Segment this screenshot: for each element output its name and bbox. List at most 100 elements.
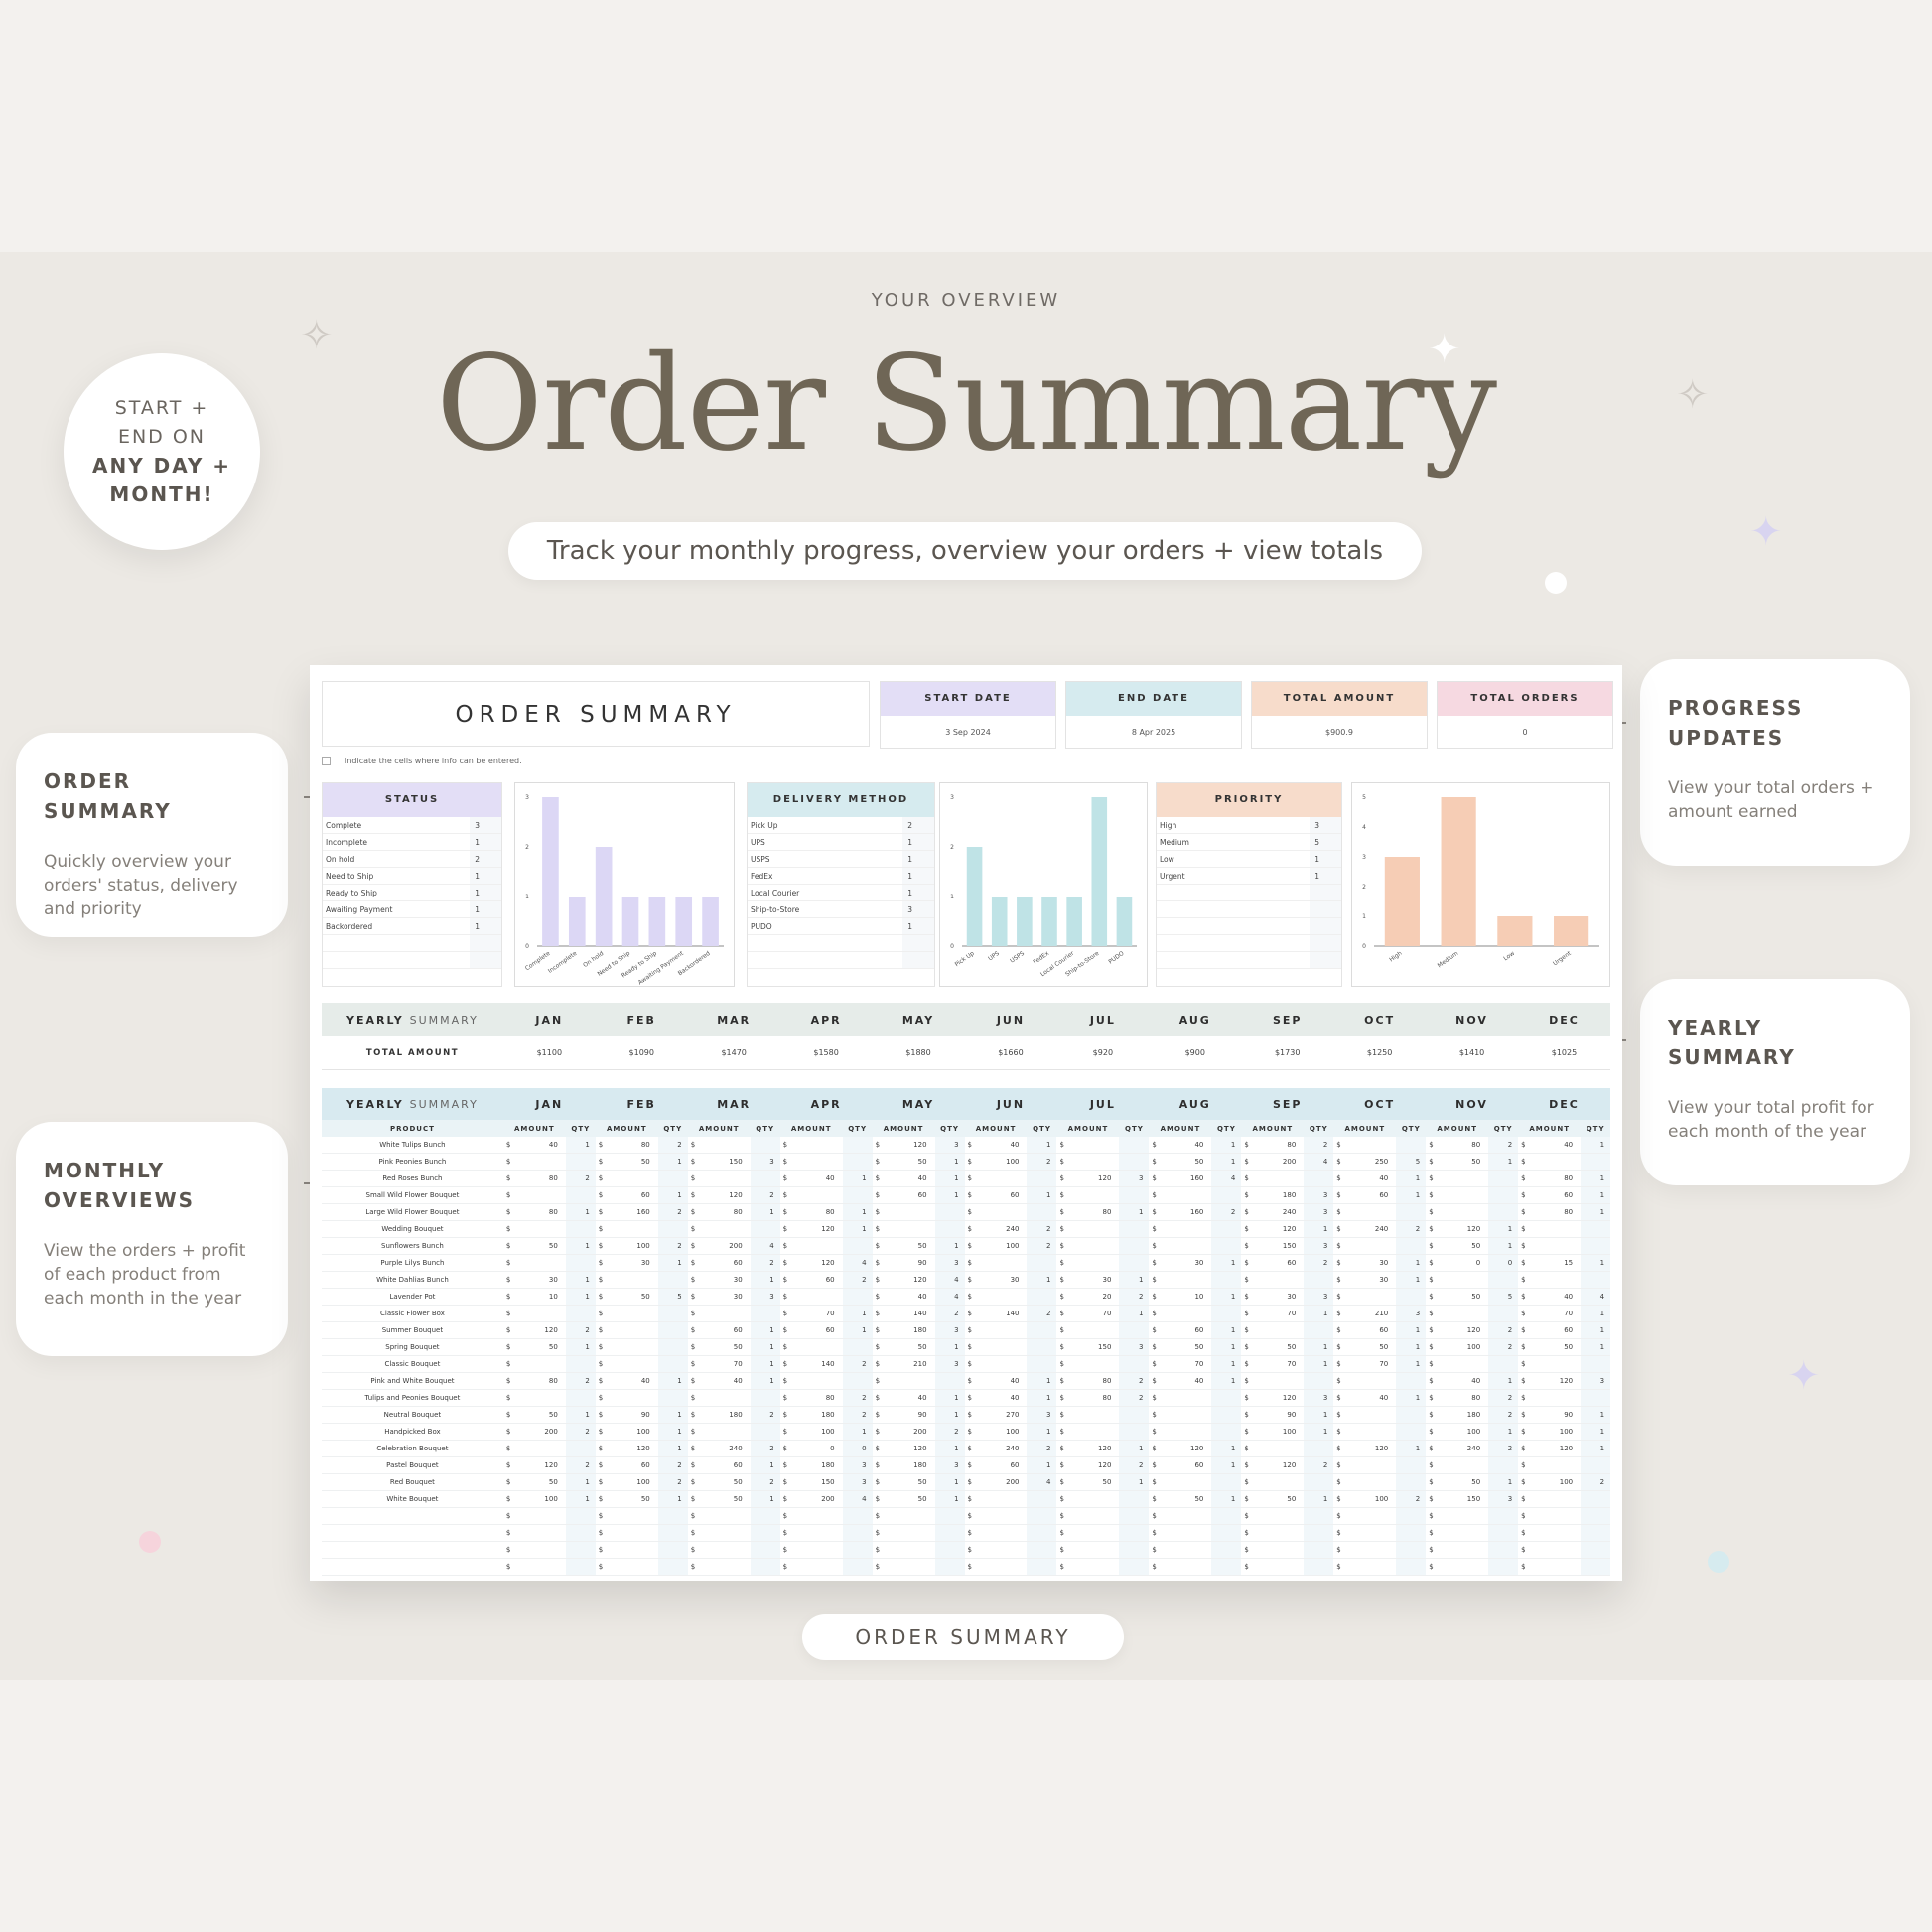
amount-cell: $ xyxy=(1333,1373,1396,1389)
currency-symbol: $ xyxy=(967,1141,972,1149)
amount-cell: $ xyxy=(1426,1356,1488,1372)
bar xyxy=(1554,916,1589,946)
currency-symbol: $ xyxy=(1521,1529,1526,1537)
amount-cell: $50 xyxy=(1149,1154,1211,1170)
amount-value: 80 xyxy=(1471,1141,1481,1149)
qty-cell xyxy=(1581,1238,1611,1254)
currency-symbol: $ xyxy=(875,1563,881,1571)
qty-header: QTY xyxy=(756,1124,775,1133)
currency-symbol: $ xyxy=(1244,1191,1249,1199)
amount-value: 270 xyxy=(1006,1411,1020,1419)
amount-cell: $ xyxy=(503,1154,566,1170)
qty-cell: 2 xyxy=(565,1322,596,1338)
currency-symbol: $ xyxy=(1244,1478,1249,1486)
amount-value: 40 xyxy=(917,1174,927,1182)
panel-row xyxy=(1157,935,1341,952)
qty-cell xyxy=(1211,1187,1242,1203)
callout-title: ORDER SUMMARY xyxy=(44,769,172,823)
x-tick-label: PUDO xyxy=(1107,950,1125,966)
qty-cell: 5 xyxy=(1488,1289,1519,1305)
currency-symbol: $ xyxy=(1521,1310,1526,1317)
currency-symbol: $ xyxy=(1059,1445,1064,1452)
currency-symbol: $ xyxy=(967,1208,972,1216)
kpi-label: TOTAL ORDERS xyxy=(1438,682,1612,716)
amount-value: 180 xyxy=(1282,1191,1297,1199)
currency-symbol: $ xyxy=(598,1158,604,1166)
currency-symbol: $ xyxy=(967,1174,972,1182)
amount-cell: $180 xyxy=(873,1322,935,1338)
amount-cell: $ xyxy=(780,1508,843,1524)
amount-cell: $80 xyxy=(503,1373,566,1389)
month-header: APR xyxy=(810,1097,842,1111)
panel-row-label: Awaiting Payment xyxy=(326,905,393,914)
amount-cell: $ xyxy=(688,1508,751,1524)
qty-cell: 1 xyxy=(934,1187,965,1203)
amount-cell: $80 xyxy=(1426,1390,1488,1406)
table-row: Summer Bouquet $120 2 $ $60 1 $60 1 $180 3 $ $ $60 1 $… xyxy=(322,1322,1611,1339)
qty-cell xyxy=(565,1441,596,1456)
qty-cell xyxy=(1119,1559,1150,1575)
qty-cell xyxy=(657,1525,688,1541)
amount-value: 40 xyxy=(1564,1293,1574,1301)
qty-cell xyxy=(1488,1306,1519,1321)
currency-symbol: $ xyxy=(875,1478,881,1486)
amount-cell: $ xyxy=(965,1171,1028,1186)
currency-symbol: $ xyxy=(875,1326,881,1334)
currency-symbol: $ xyxy=(598,1428,604,1436)
qty-cell: 1 xyxy=(565,1289,596,1305)
qty-cell: 1 xyxy=(1027,1137,1057,1153)
amount-cell: $ xyxy=(503,1221,566,1237)
currency-symbol: $ xyxy=(1429,1326,1434,1334)
qty-cell xyxy=(1488,1508,1519,1524)
amount-value: 120 xyxy=(913,1276,927,1284)
currency-symbol: $ xyxy=(1152,1225,1157,1233)
amount-cell: $270 xyxy=(965,1407,1028,1423)
panel-row-value: 2 xyxy=(902,817,934,833)
amount-value: 90 xyxy=(917,1259,927,1267)
qty-cell xyxy=(1119,1491,1150,1507)
qty-cell: 1 xyxy=(1581,1187,1611,1203)
yearly-summary-header: YEARLY SUMMARY JAN FEB MAR APR MAY JUN JUL AUG SE… xyxy=(322,1003,1610,1036)
amount-cell: $60 xyxy=(965,1457,1028,1473)
bar xyxy=(1116,897,1133,946)
amount-cell: $30 xyxy=(503,1272,566,1288)
amount-cell: $120 xyxy=(1149,1441,1211,1456)
bar xyxy=(542,797,559,946)
amount-cell: $40 xyxy=(965,1137,1028,1153)
bar xyxy=(1041,897,1057,946)
product-name: Celebration Bouquet xyxy=(376,1445,449,1452)
x-tick-label: On hold xyxy=(582,950,605,969)
amount-value: 40 xyxy=(1010,1377,1020,1385)
currency-symbol: $ xyxy=(1336,1461,1341,1469)
qty-cell: 1 xyxy=(1488,1474,1519,1490)
amount-cell: $100 xyxy=(965,1238,1028,1254)
currency-symbol: $ xyxy=(1244,1360,1249,1368)
product-name: Small Wild Flower Bouquet xyxy=(365,1191,460,1199)
currency-symbol: $ xyxy=(1429,1158,1434,1166)
currency-symbol: $ xyxy=(967,1411,972,1419)
amount-value: 100 xyxy=(636,1478,650,1486)
currency-symbol: $ xyxy=(967,1512,972,1520)
amount-cell: $50 xyxy=(1426,1289,1488,1305)
qty-cell: 3 xyxy=(1304,1187,1334,1203)
amount-value: 180 xyxy=(729,1411,743,1419)
amount-value: 50 xyxy=(1379,1343,1389,1351)
amount-value: 120 xyxy=(913,1445,927,1452)
amount-value: 70 xyxy=(1102,1310,1112,1317)
amount-value: 80 xyxy=(548,1208,558,1216)
qty-cell: 2 xyxy=(1027,1221,1057,1237)
monthly-table-header: YEARLY SUMMARY JAN FEB MAR APR MAY JUN JUL AUG SE… xyxy=(322,1088,1610,1120)
qty-cell: 1 xyxy=(934,1154,965,1170)
qty-cell xyxy=(1396,1204,1427,1220)
qty-cell: 1 xyxy=(1304,1491,1334,1507)
amount-cell: $180 xyxy=(780,1457,843,1473)
currency-symbol: $ xyxy=(1152,1174,1157,1182)
x-tick-label: Low xyxy=(1502,950,1516,963)
bar xyxy=(1066,897,1082,946)
amount-value: 50 xyxy=(548,1242,558,1250)
currency-symbol: $ xyxy=(1429,1293,1434,1301)
amount-value: 120 xyxy=(913,1141,927,1149)
qty-cell xyxy=(1581,1542,1611,1558)
qty-cell xyxy=(1211,1407,1242,1423)
qty-cell: 1 xyxy=(1304,1221,1334,1237)
